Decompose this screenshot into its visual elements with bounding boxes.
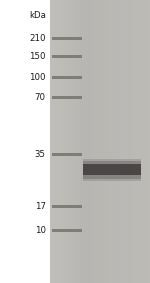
Bar [52, 96, 82, 99]
Bar [52, 55, 82, 58]
Bar [52, 229, 82, 232]
Text: kDa: kDa [29, 11, 46, 20]
Bar [52, 205, 82, 208]
Text: 210: 210 [29, 34, 46, 43]
Text: 17: 17 [35, 202, 46, 211]
Text: 10: 10 [35, 226, 46, 235]
Bar [0, 0, 50, 283]
Text: 35: 35 [35, 150, 46, 159]
Bar [52, 153, 82, 156]
Text: 70: 70 [35, 93, 46, 102]
Bar [52, 76, 82, 79]
Bar [52, 37, 82, 40]
Bar [83, 164, 141, 175]
Text: 100: 100 [29, 73, 46, 82]
Text: 150: 150 [29, 52, 46, 61]
Bar [83, 159, 141, 181]
Bar [83, 161, 141, 179]
